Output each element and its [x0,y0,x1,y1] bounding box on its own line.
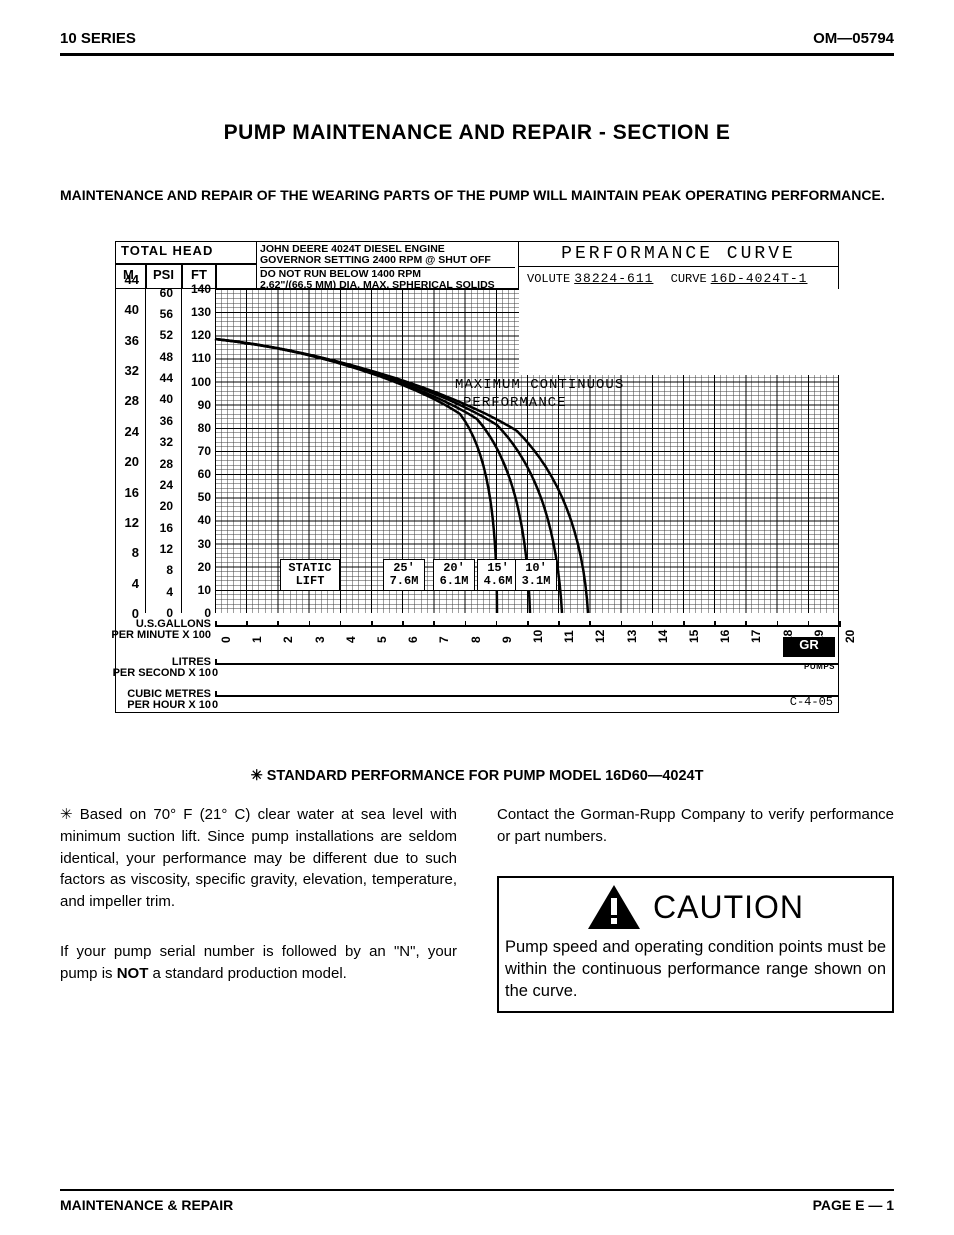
standard-perf-subtitle: ✳ STANDARD PERFORMANCE FOR PUMP MODEL 16… [60,768,894,784]
contact-note: Contact the Gorman-Rupp Company to verif… [497,804,894,848]
brand-sub: PUMPS [804,662,835,671]
header-series: 10 SERIES [60,30,136,47]
perf-curve-title: PERFORMANCE CURVE [519,241,839,267]
caution-body: Pump speed and operating condition point… [499,932,892,1011]
col-ft: FT [191,267,207,282]
footer-left: MAINTENANCE & REPAIR [60,1197,233,1213]
caution-word: CAUTION [653,884,804,930]
header-docnum: OM—05794 [813,30,894,47]
performance-label: PERFORMANCE [463,395,566,411]
page-footer: MAINTENANCE & REPAIR PAGE E — 1 [60,1189,894,1213]
performance-chart: TOTAL HEAD M PSI FT JOHN DEERE 4024T DIE… [115,241,839,713]
brand-logo: GR [783,637,835,657]
section-title: PUMP MAINTENANCE AND REPAIR - SECTION E [60,121,894,145]
chart-number: C-4-05 [790,695,833,709]
footer-rule [60,1189,894,1191]
col-psi: PSI [153,267,174,282]
footer-right: PAGE E — 1 [813,1197,894,1213]
static-lift-box: STATICLIFT [280,559,340,591]
max-continuous-label: MAXIMUM CONTINUOUS [455,377,624,393]
caution-box: CAUTION Pump speed and operating conditi… [497,876,894,1013]
body-columns: ✳ Based on 70° F (21° C) clear water at … [60,804,894,1013]
header-rule [60,53,894,56]
note-basis: ✳ Based on 70° F (21° C) clear water at … [60,804,457,913]
intro-text: MAINTENANCE AND REPAIR OF THE WEARING PA… [60,185,894,206]
caution-header: CAUTION [499,878,892,932]
page-header: 10 SERIES OM—05794 [60,30,894,47]
warning-icon [587,884,641,930]
note-serial: If your pump serial number is followed b… [60,941,457,985]
total-head-label: TOTAL HEAD [121,243,213,258]
engine-info: JOHN DEERE 4024T DIESEL ENGINE GOVERNOR … [257,241,519,289]
right-column: Contact the Gorman-Rupp Company to verif… [497,804,894,1013]
left-column: ✳ Based on 70° F (21° C) clear water at … [60,804,457,1013]
